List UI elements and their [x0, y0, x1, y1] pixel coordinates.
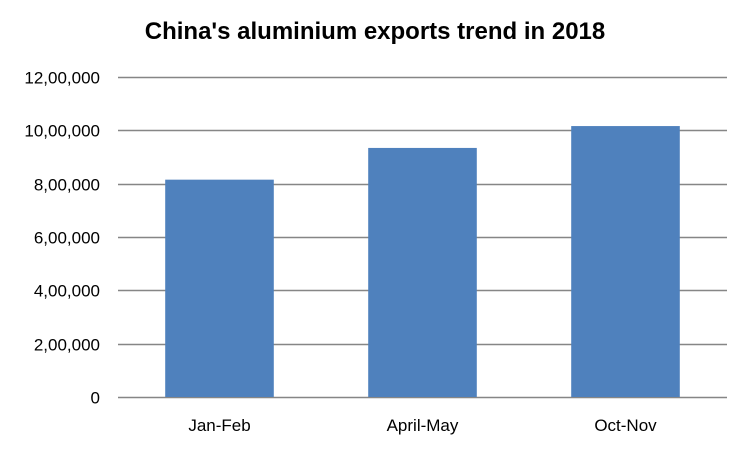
y-tick-label: 10,00,000 — [24, 122, 100, 141]
x-tick-label: April-May — [387, 416, 459, 435]
y-tick-label: 0 — [91, 389, 100, 408]
chart-title: China's aluminium exports trend in 2018 — [144, 18, 606, 45]
bar-jan-feb — [165, 179, 274, 397]
bar-april-may — [368, 147, 477, 397]
y-tick-label: 12,00,000 — [24, 69, 100, 88]
bar-oct-nov — [571, 126, 680, 398]
x-tick-label: Jan-Feb — [188, 416, 250, 435]
y-tick-label: 2,00,000 — [34, 336, 100, 355]
x-tick-label: Oct-Nov — [594, 416, 657, 435]
y-tick-label: 8,00,000 — [34, 176, 100, 195]
y-tick-label: 4,00,000 — [34, 282, 100, 301]
y-tick-label: 6,00,000 — [34, 229, 100, 248]
